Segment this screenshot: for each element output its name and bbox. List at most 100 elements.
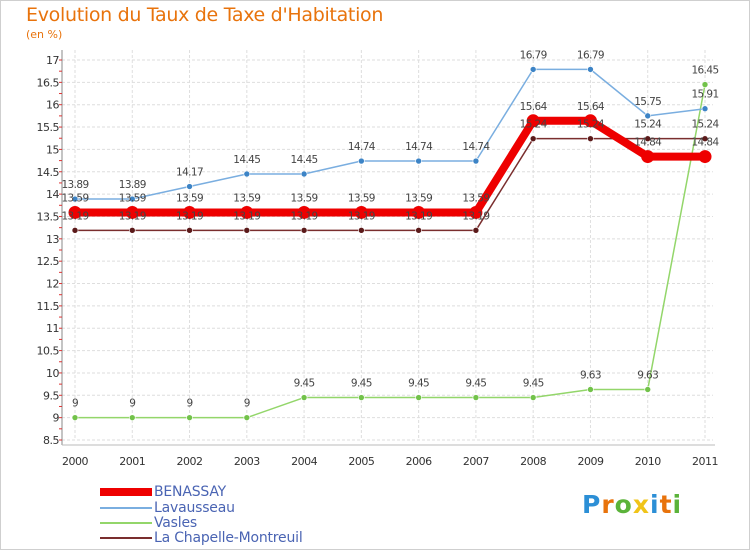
data-label: 13.59 [176,192,203,204]
series-point [412,205,426,219]
series-line-3 [71,116,709,217]
brand-letter: i [650,490,660,519]
data-label: 15.64 [520,101,548,113]
legend-swatch [100,488,152,496]
proxiti-logo: Proxiti [582,490,682,519]
series-point [415,394,422,401]
y-tick-label: 11.5 [37,300,60,313]
legend-swatch [100,507,152,509]
chart-title: Evolution du Taux de Taxe d'Habitation [26,4,384,26]
y-tick-label: 13.5 [37,210,60,223]
y-tick-label: 10.5 [37,345,60,358]
legend-label: La Chapelle-Montreuil [154,530,303,546]
series-point [472,394,480,401]
y-tick-label: 15.5 [37,121,60,134]
series-point [358,157,365,165]
data-label: 13.19 [348,210,375,222]
series-point [186,414,193,421]
series-point [472,227,480,234]
data-label: 15.24 [520,119,548,131]
series-point [71,195,79,203]
data-label: 15.91 [691,89,718,101]
series-point [300,394,308,401]
series-point [128,414,136,421]
data-label: 14.45 [291,154,318,166]
series-point [469,205,483,219]
series-point [186,183,193,190]
data-label: 14.74 [405,141,433,153]
data-label: 13.89 [119,179,146,191]
brand-letter: t [659,490,673,519]
series-point [644,386,652,393]
series-point [698,150,712,164]
legend-label: BENASSAY [154,484,226,500]
series-point [472,157,480,165]
data-label: 13.19 [119,210,146,222]
series-point [587,66,594,73]
series-point [354,205,368,219]
data-label: 14.45 [233,154,260,166]
legend-label: Vasles [154,515,197,531]
series-point [526,114,540,128]
y-tick-label: 13 [46,233,59,246]
data-label: 13.19 [233,210,260,222]
series-point [128,227,136,234]
data-label: 14.74 [348,141,376,153]
x-tick-label: 2006 [406,455,432,468]
data-label: 9.63 [580,369,601,381]
y-tick-label: 8.5 [43,434,59,447]
y-tick-label: 14 [46,188,59,201]
data-label: 9.63 [637,369,658,381]
series-point [701,135,709,142]
data-label: 9.45 [294,378,315,390]
series-point [300,170,308,178]
series-point [701,105,709,113]
series-point [358,394,365,401]
series-point [587,135,594,142]
series-point [529,66,537,73]
brand-letter: P [582,490,602,519]
series-line-0 [74,137,706,232]
series-point [243,227,251,234]
legend-swatch [100,537,152,539]
data-label: 13.59 [119,192,146,204]
series-point [300,227,308,234]
x-tick-label: 2010 [635,455,661,468]
data-label: 14.17 [176,167,203,179]
y-tick-label: 12 [46,278,59,291]
y-tick-label: 16.5 [37,76,60,89]
series-point [644,112,652,120]
data-label: 15.24 [577,119,605,131]
y-tick-label: 9.5 [43,389,59,402]
data-label: 15.75 [634,96,661,108]
legend-label: Lavausseau [154,500,235,516]
y-tick-label: 9 [53,412,60,425]
series-point [71,227,79,234]
series-line-2 [74,68,706,200]
series-point [529,135,537,142]
series-point [243,414,251,421]
data-label: 9.45 [465,378,486,390]
data-label: 13.59 [405,192,432,204]
series-point [641,150,655,164]
x-tick-label: 2001 [119,455,145,468]
series-point [415,157,422,165]
series-point [186,227,193,234]
data-label: 13.59 [291,192,318,204]
brand-letter: x [632,490,650,519]
series-point [71,414,79,421]
series-point [240,205,254,219]
series-point [644,135,652,142]
brand-letter: r [601,490,615,519]
series-point [587,386,594,393]
y-tick-label: 12.5 [37,255,60,268]
brand-letter: o [614,490,633,519]
y-tick-label: 16 [46,99,59,112]
data-label: 16.79 [520,49,547,61]
data-label: 13.89 [61,179,88,191]
series-point [415,227,422,234]
data-label: 13.59 [462,192,489,204]
series-point [701,81,709,88]
